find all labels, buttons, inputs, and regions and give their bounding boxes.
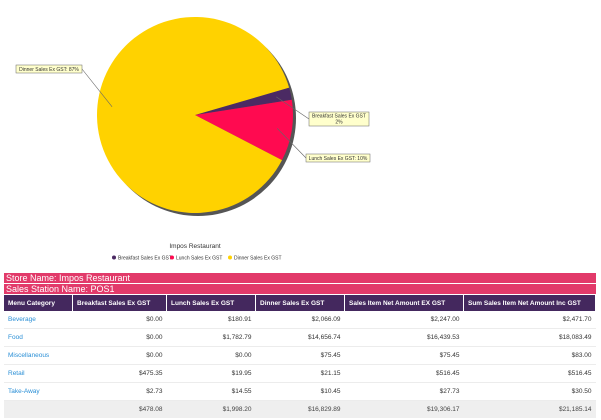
legend-entry-lunch[interactable]: Lunch Sales Ex GST: [176, 256, 222, 262]
table-row: Retail $475.35 $19.95 $21.15 $516.45 $51…: [4, 364, 596, 383]
table-cell: $16,439.53: [344, 328, 464, 347]
table-cell: $516.45: [463, 364, 596, 383]
total-cell: $1,998.20: [166, 400, 256, 418]
legend-entry-breakfast[interactable]: Breakfast Sales Ex GST: [118, 256, 172, 262]
table-cell: $475.35: [72, 364, 167, 383]
table-cell: $30.50: [463, 382, 596, 401]
legend-entry-dinner[interactable]: Dinner Sales Ex GST: [234, 256, 282, 262]
sales-pie-chart: Breakfast Sales Ex GST 2% Lunch Sales Ex G…: [15, 16, 371, 262]
table-cell: $0.00: [72, 346, 167, 365]
total-cell: $21,185.14: [463, 400, 596, 418]
callout-line: [81, 68, 113, 108]
table-cell: $1,782.79: [166, 328, 256, 347]
table-header-row: Menu Category Breakfast Sales Ex GST Lun…: [4, 295, 596, 311]
callout-line: [276, 96, 310, 120]
table-cell: [4, 400, 73, 418]
store-name-bar: Store Name: Impos Restaurant: [4, 273, 596, 283]
sales-table: Menu Category Breakfast Sales Ex GST Lun…: [4, 295, 596, 418]
chart-legend: Breakfast Sales Ex GST Lunch Sales Ex GST…: [112, 255, 282, 262]
pie-slice-breakfast[interactable]: [195, 87, 292, 115]
category-link[interactable]: Food: [4, 328, 73, 347]
table-cell: $2,471.70: [463, 311, 596, 329]
table-cell: $83.00: [463, 346, 596, 365]
table-cell: $27.73: [344, 382, 464, 401]
table-cell: $10.45: [255, 382, 345, 401]
table-cell: $0.00: [72, 328, 167, 347]
callout-box: [308, 111, 370, 127]
category-link[interactable]: Take-Away: [4, 382, 73, 401]
totals-row: $478.08 $1,998.20 $16,829.89 $19,306.17 …: [4, 400, 596, 418]
table-cell: $180.91: [166, 311, 256, 329]
table-cell: $75.45: [344, 346, 464, 365]
data-label: Lunch Sales Ex GST: 10%: [309, 156, 368, 162]
column-header[interactable]: Sum Sales Item Net Amount Inc GST: [463, 295, 596, 311]
category-link[interactable]: Beverage: [4, 311, 73, 329]
table-row: Food $0.00 $1,782.79 $14,656.74 $16,439.…: [4, 328, 596, 347]
chart-title: Impos Restaurant: [169, 243, 220, 250]
total-cell: $19,306.17: [344, 400, 464, 418]
table-cell: $2,247.00: [344, 311, 464, 329]
column-header[interactable]: Dinner Sales Ex GST: [255, 295, 345, 311]
callout-box: [15, 64, 83, 74]
column-header[interactable]: Breakfast Sales Ex GST: [72, 295, 167, 311]
pie-slice-dinner[interactable]: [97, 16, 290, 213]
legend-marker-breakfast: [112, 255, 116, 260]
data-label: Breakfast Sales Ex GST 2%: [312, 114, 366, 126]
table-cell: $0.00: [166, 346, 256, 365]
callout-line: [277, 128, 307, 159]
table-cell: $516.45: [344, 364, 464, 383]
table-cell: $14.55: [166, 382, 256, 401]
total-cell: $16,829.89: [255, 400, 345, 418]
table-cell: $19.95: [166, 364, 256, 383]
table-row: Take-Away $2.73 $14.55 $10.45 $27.73 $30…: [4, 382, 596, 401]
total-cell: $478.08: [72, 400, 167, 418]
category-link[interactable]: Retail: [4, 364, 73, 383]
callout-box: [305, 153, 371, 163]
legend-marker-lunch: [170, 255, 174, 260]
table-cell: $2,066.09: [255, 311, 345, 329]
table-row: Beverage $0.00 $180.91 $2,066.09 $2,247.…: [4, 311, 596, 329]
column-header[interactable]: Menu Category: [4, 295, 73, 311]
data-label: Dinner Sales Ex GST: 87%: [19, 67, 79, 73]
table-cell: $75.45: [255, 346, 345, 365]
pie-slice-lunch[interactable]: [195, 99, 294, 161]
sales-station-bar: Sales Station Name: POS1: [4, 284, 596, 294]
legend-marker-dinner: [228, 255, 232, 260]
table-cell: $2.73: [72, 382, 167, 401]
table-row: Miscellaneous $0.00 $0.00 $75.45 $75.45 …: [4, 346, 596, 365]
table-cell: $0.00: [72, 311, 167, 329]
category-link[interactable]: Miscellaneous: [4, 346, 73, 365]
table-cell: $18,083.49: [463, 328, 596, 347]
column-header[interactable]: Lunch Sales Ex GST: [166, 295, 256, 311]
column-header[interactable]: Sales Item Net Amount EX GST: [344, 295, 464, 311]
table-cell: $21.15: [255, 364, 345, 383]
table-cell: $14,656.74: [255, 328, 345, 347]
